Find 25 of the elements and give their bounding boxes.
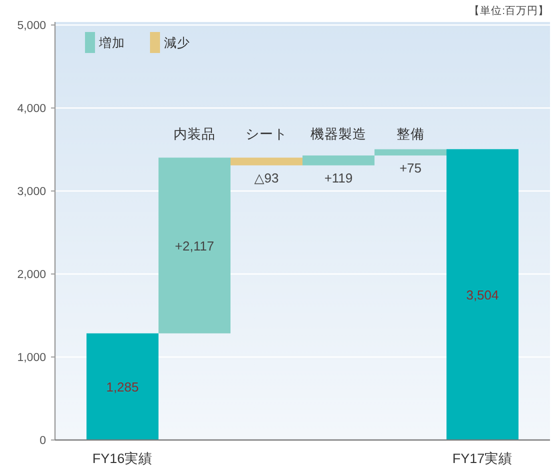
- x-tick-label: 機器製造: [310, 126, 366, 142]
- x-tick-label: 整備: [396, 126, 424, 142]
- legend-label: 減少: [164, 36, 190, 50]
- text: 【単位:百万円】: [469, 4, 549, 17]
- data-label: 1,285: [106, 380, 139, 395]
- data-label: +2,117: [174, 238, 214, 254]
- data-label: △93: [254, 170, 279, 186]
- y-tick-label: 5,000: [17, 20, 46, 32]
- x-tick-label: シート: [246, 126, 288, 142]
- x-tick-label: 内装品: [174, 126, 216, 142]
- y-tick-label: 4,000: [17, 103, 46, 115]
- bar: [446, 149, 518, 440]
- bar: [86, 333, 158, 440]
- data-label: 3,504: [466, 288, 499, 303]
- x-tick-label: FY17実績: [452, 451, 513, 466]
- y-tick-label: 1,000: [17, 352, 46, 364]
- bar: [374, 149, 446, 156]
- data-label: +75: [399, 160, 422, 176]
- data-label: +119: [324, 170, 353, 186]
- y-tick-label: 0: [40, 435, 46, 447]
- legend-label: 増加: [98, 35, 125, 50]
- x-tick-label: FY16実績: [92, 451, 153, 466]
- bar: [158, 158, 230, 334]
- y-tick-label: 2,000: [17, 269, 46, 281]
- y-tick-label: 3,000: [17, 186, 46, 198]
